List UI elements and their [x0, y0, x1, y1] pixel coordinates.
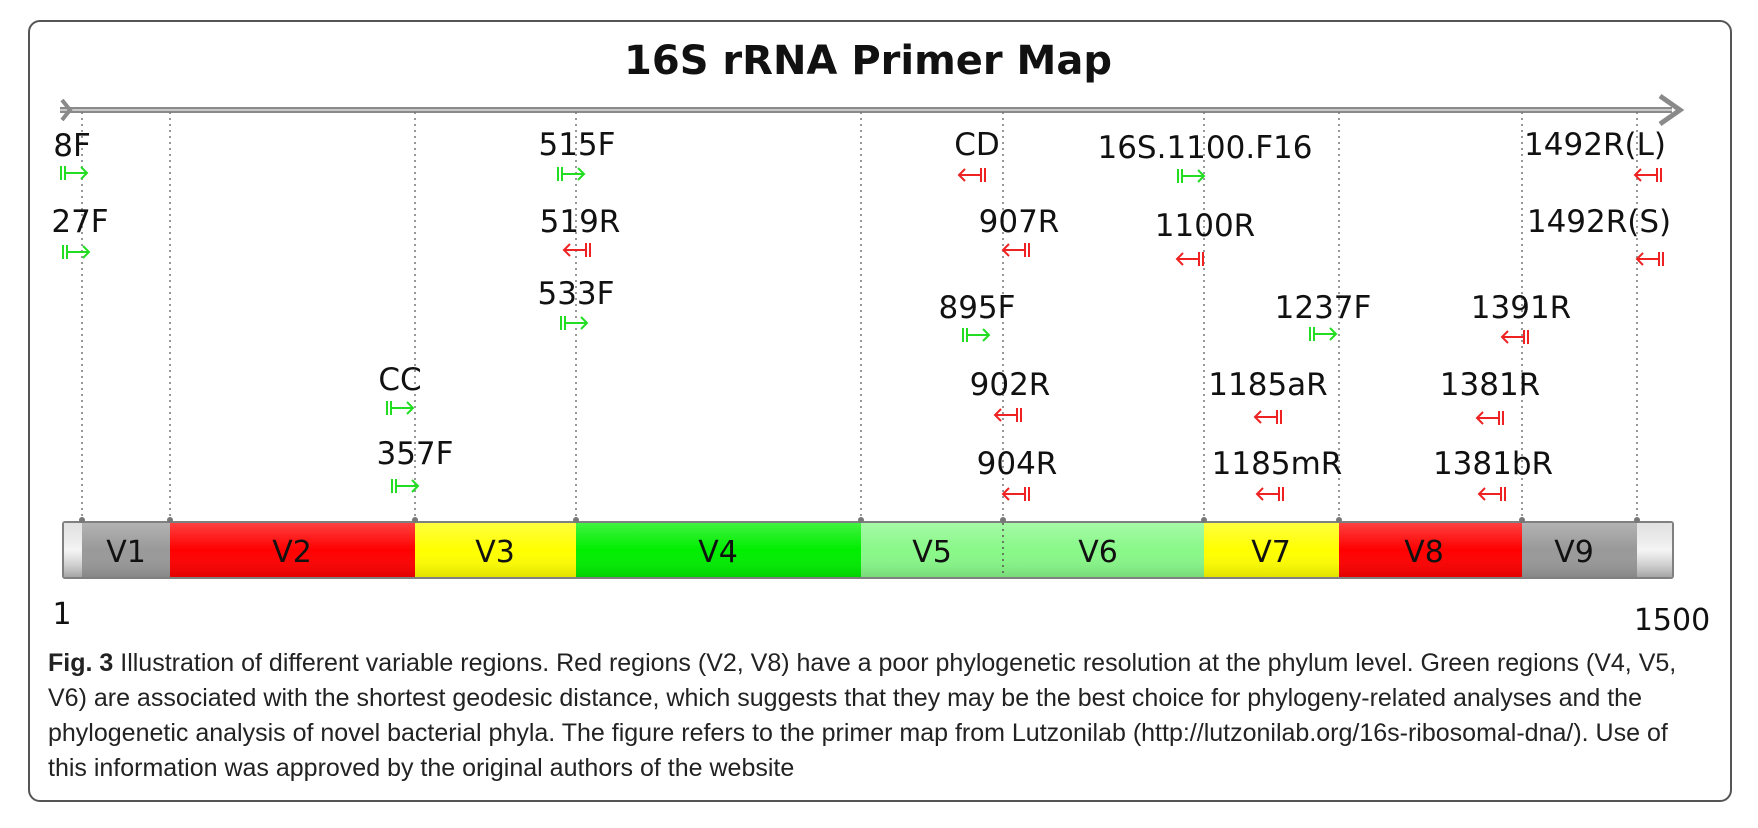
primer-arrow-519r: [562, 243, 591, 257]
primer-label-cc: CC: [378, 362, 421, 398]
primer-arrow-904r: [1001, 487, 1030, 501]
primer-arrow-glyph: [1001, 243, 1030, 257]
region-boundary-lines: [81, 112, 1638, 580]
primer-arrow-907r: [1001, 243, 1030, 257]
boundary-ticks: [79, 517, 1640, 523]
region-label-v5: V5: [912, 535, 952, 570]
primer-label-1492r-l: 1492R(L): [1524, 127, 1666, 163]
primer-arrow-glyph: [1633, 168, 1662, 182]
primer-arrow-1185mr: [1255, 487, 1284, 501]
diagram-title: 16S rRNA Primer Map: [624, 38, 1112, 84]
primer-label-cd: CD: [954, 127, 1000, 163]
primer-arrow-895f: [962, 328, 991, 342]
primer-arrow-glyph: [962, 328, 991, 342]
caption-label: Fig. 3: [48, 649, 114, 677]
primer-arrow-glyph: [1475, 411, 1504, 425]
primer-arrow-1492r-s: [1635, 252, 1664, 266]
primer-arrow-8f: [60, 166, 89, 180]
primer-arrow-glyph: [1635, 252, 1664, 266]
primer-arrow-glyph: [957, 168, 986, 182]
region-label-v3: V3: [475, 535, 515, 570]
primer-arrow-1391r: [1500, 330, 1529, 344]
primer-arrow-glyph: [1175, 252, 1204, 266]
axis-end-label: 1500: [1634, 603, 1710, 638]
primer-map-diagram: 16S rRNA Primer Map V1: [51, 38, 1710, 638]
primer-arrow-glyph: [60, 166, 89, 180]
primer-label-533f: 533F: [537, 276, 614, 312]
primer-labels: 8F 27F CC 357F 515F 519R 533F CD 907R 89…: [51, 127, 1671, 482]
primer-label-1492r-s: 1492R(S): [1527, 204, 1671, 240]
region-label-v2: V2: [272, 535, 312, 570]
primer-label-902r: 902R: [970, 367, 1051, 403]
primer-label-895f: 895F: [938, 290, 1015, 326]
primer-arrow-27f: [62, 245, 91, 259]
figure-caption: Fig. 3 Illustration of different variabl…: [48, 646, 1708, 786]
primer-arrow-glyph: [560, 316, 589, 330]
primer-label-1391r: 1391R: [1471, 290, 1571, 326]
primer-label-1237f: 1237F: [1275, 290, 1372, 326]
primer-arrow-533f: [560, 316, 589, 330]
sequence-axis-arrow: [60, 93, 1685, 127]
primer-arrow-cc: [386, 401, 415, 415]
primer-arrow-glyph: [62, 245, 91, 259]
primer-arrow-glyph: [1255, 487, 1284, 501]
figure-frame: [28, 20, 1732, 802]
primer-arrow-cd: [957, 168, 986, 182]
primer-label-1100r: 1100R: [1155, 208, 1255, 244]
primer-arrow-glyph: [1477, 487, 1506, 501]
region-label-v7: V7: [1251, 535, 1291, 570]
variable-region-bar: V1 V2 V3 V4 V5 V6 V7 V8 V9: [62, 521, 1674, 579]
primer-label-27f: 27F: [51, 204, 108, 240]
primer-arrow-glyph: [391, 479, 420, 493]
primer-label-904r: 904R: [977, 446, 1058, 482]
primer-arrow-1237f: [1309, 327, 1338, 341]
primer-arrow-1185ar: [1253, 410, 1282, 424]
primer-label-515f: 515F: [538, 127, 615, 163]
caption-text: Illustration of different variable regio…: [48, 649, 1677, 782]
axis-start-label: 1: [52, 597, 71, 632]
region-label-v4: V4: [698, 535, 738, 570]
primer-label-907r: 907R: [979, 204, 1060, 240]
primer-label-1185mr: 1185mR: [1212, 446, 1343, 482]
primer-arrow-902r: [993, 408, 1022, 422]
primer-arrow-16s-1100-f16: [1177, 169, 1206, 183]
region-label-v9: V9: [1554, 535, 1594, 570]
primer-arrow-515f: [557, 167, 586, 181]
primer-arrow-glyph: [557, 167, 586, 181]
primer-arrow-glyph: [993, 408, 1022, 422]
primer-label-8f: 8F: [53, 128, 91, 164]
primer-label-16s-1100-f16: 16S.1100.F16: [1097, 130, 1312, 166]
primer-arrow-glyph: [386, 401, 415, 415]
primer-arrow-glyph: [1500, 330, 1529, 344]
primer-arrow-1381r: [1475, 411, 1504, 425]
primer-arrow-glyph: [1001, 487, 1030, 501]
primer-label-1381br: 1381bR: [1433, 446, 1553, 482]
primer-arrow-glyph: [562, 243, 591, 257]
primer-arrow-1100r: [1175, 252, 1204, 266]
primer-label-1185ar: 1185aR: [1208, 367, 1327, 403]
primer-label-357f: 357F: [376, 436, 453, 472]
primer-arrow-glyph: [1253, 410, 1282, 424]
primer-arrow-357f: [391, 479, 420, 493]
region-label-v8: V8: [1404, 535, 1444, 570]
primer-arrow-1381br: [1477, 487, 1506, 501]
primer-arrow-1492r-l: [1633, 168, 1662, 182]
primer-label-1381r: 1381R: [1440, 367, 1540, 403]
primer-arrow-glyph: [1309, 327, 1338, 341]
region-label-v1: V1: [106, 535, 146, 570]
primer-arrows: [60, 166, 1664, 501]
region-label-v6: V6: [1078, 535, 1118, 570]
primer-label-519r: 519R: [540, 204, 621, 240]
primer-arrow-glyph: [1177, 169, 1206, 183]
